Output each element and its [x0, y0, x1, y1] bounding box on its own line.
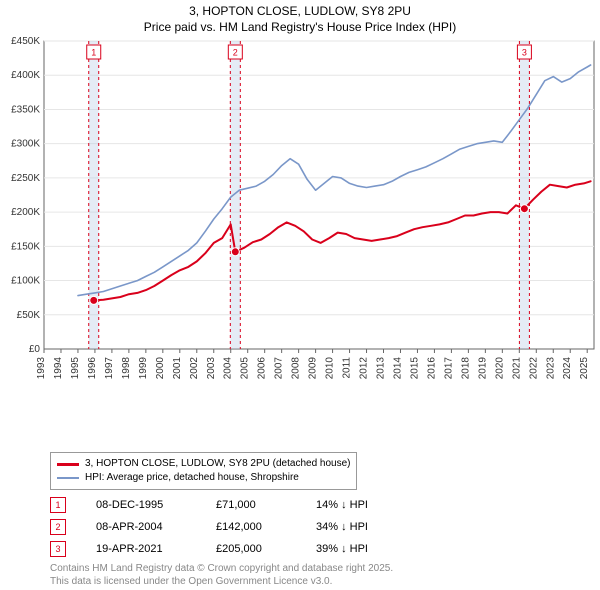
attribution: Contains HM Land Registry data © Crown c…	[50, 562, 393, 588]
attribution-line-1: Contains HM Land Registry data © Crown c…	[50, 562, 393, 575]
svg-text:2011: 2011	[342, 357, 353, 379]
svg-text:£0: £0	[29, 344, 41, 355]
legend-label-hpi: HPI: Average price, detached house, Shro…	[85, 471, 299, 485]
svg-text:2020: 2020	[494, 357, 505, 380]
svg-text:£400K: £400K	[11, 70, 40, 81]
svg-text:£200K: £200K	[11, 207, 40, 218]
svg-text:3: 3	[522, 48, 527, 58]
svg-text:1996: 1996	[87, 357, 98, 380]
svg-text:2005: 2005	[240, 357, 251, 380]
svg-text:2: 2	[233, 48, 238, 58]
sale-marker: 1	[50, 497, 66, 513]
sale-date: 08-DEC-1995	[96, 499, 186, 511]
svg-text:£150K: £150K	[11, 242, 40, 253]
svg-text:£100K: £100K	[11, 276, 40, 287]
sale-price: £71,000	[216, 499, 286, 511]
svg-text:2021: 2021	[511, 357, 522, 380]
svg-text:2001: 2001	[172, 357, 183, 380]
svg-text:£250K: £250K	[11, 173, 40, 184]
title-line-1: 3, HOPTON CLOSE, LUDLOW, SY8 2PU	[0, 4, 600, 20]
svg-text:2002: 2002	[189, 357, 200, 380]
svg-text:1993: 1993	[36, 357, 47, 380]
legend-row-subject: 3, HOPTON CLOSE, LUDLOW, SY8 2PU (detach…	[57, 457, 350, 471]
legend-row-hpi: HPI: Average price, detached house, Shro…	[57, 471, 350, 485]
sale-marker: 3	[50, 541, 66, 557]
svg-text:2018: 2018	[460, 357, 471, 380]
svg-text:2007: 2007	[274, 357, 285, 380]
svg-text:2013: 2013	[376, 357, 387, 380]
sales-row: 3 19-APR-2021 £205,000 39% ↓ HPI	[50, 538, 396, 560]
sale-date: 08-APR-2004	[96, 521, 186, 533]
svg-text:2006: 2006	[257, 357, 268, 380]
svg-text:2022: 2022	[528, 357, 539, 380]
chart-titles: 3, HOPTON CLOSE, LUDLOW, SY8 2PU Price p…	[0, 0, 600, 35]
attribution-line-2: This data is licensed under the Open Gov…	[50, 575, 393, 588]
svg-text:2023: 2023	[545, 357, 556, 380]
svg-text:2016: 2016	[426, 357, 437, 380]
svg-text:2008: 2008	[291, 357, 302, 380]
svg-text:1: 1	[91, 48, 96, 58]
legend-label-subject: 3, HOPTON CLOSE, LUDLOW, SY8 2PU (detach…	[85, 457, 350, 471]
price-chart: £0 £50K £100K £150K £200K £250K £300K £350K £400…	[0, 35, 600, 405]
svg-text:2015: 2015	[409, 357, 420, 380]
svg-text:1999: 1999	[138, 357, 149, 380]
svg-text:2019: 2019	[477, 357, 488, 380]
sale-date: 19-APR-2021	[96, 543, 186, 555]
svg-text:2024: 2024	[562, 357, 573, 380]
sales-table: 1 08-DEC-1995 £71,000 14% ↓ HPI 2 08-APR-2004…	[50, 494, 396, 560]
svg-text:1995: 1995	[70, 357, 81, 380]
sales-row: 2 08-APR-2004 £142,000 34% ↓ HPI	[50, 516, 396, 538]
svg-text:2009: 2009	[308, 357, 319, 380]
svg-text:2000: 2000	[155, 357, 166, 380]
sale-diff: 39% ↓ HPI	[316, 543, 396, 555]
svg-text:2014: 2014	[392, 357, 403, 380]
sale-price: £205,000	[216, 543, 286, 555]
svg-text:£50K: £50K	[17, 310, 41, 321]
svg-text:1998: 1998	[121, 357, 132, 380]
svg-text:1994: 1994	[53, 357, 64, 380]
legend-swatch-hpi	[57, 477, 79, 479]
svg-text:2025: 2025	[579, 357, 590, 380]
svg-text:2004: 2004	[223, 357, 234, 380]
chart-legend: 3, HOPTON CLOSE, LUDLOW, SY8 2PU (detach…	[50, 452, 357, 490]
svg-text:2012: 2012	[359, 357, 370, 380]
title-line-2: Price paid vs. HM Land Registry's House …	[0, 20, 600, 36]
sale-marker: 2	[50, 519, 66, 535]
sale-diff: 14% ↓ HPI	[316, 499, 396, 511]
svg-text:£350K: £350K	[11, 105, 40, 116]
svg-text:2017: 2017	[443, 357, 454, 380]
sale-diff: 34% ↓ HPI	[316, 521, 396, 533]
sale-price: £142,000	[216, 521, 286, 533]
legend-swatch-subject	[57, 463, 79, 466]
svg-text:2003: 2003	[206, 357, 217, 380]
svg-text:£450K: £450K	[11, 36, 40, 47]
sales-row: 1 08-DEC-1995 £71,000 14% ↓ HPI	[50, 494, 396, 516]
svg-text:2010: 2010	[325, 357, 336, 380]
svg-text:£300K: £300K	[11, 139, 40, 150]
svg-text:1997: 1997	[104, 357, 115, 380]
